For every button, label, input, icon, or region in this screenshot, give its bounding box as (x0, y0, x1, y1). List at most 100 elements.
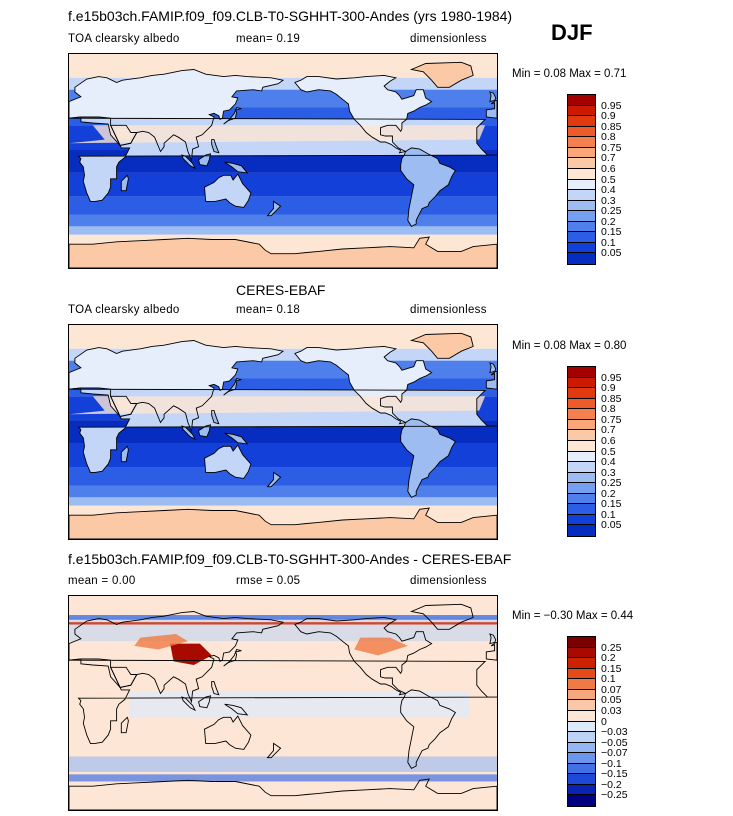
panel1-map-svg (69, 54, 497, 268)
colorbar-swatch (568, 721, 595, 733)
colorbar-tick-label: 0.1 (601, 508, 616, 521)
colorbar-tick-label: 0.15 (601, 226, 622, 239)
colorbar-tick-label: 0.3 (601, 194, 616, 207)
panel3-minmax: Min = −0.30 Max = 0.44 (512, 610, 634, 622)
colorbar-swatch (568, 242, 595, 254)
panel1-minmax: Min = 0.08 Max = 0.71 (512, 68, 627, 80)
colorbar-swatch (568, 525, 595, 536)
colorbar-tick-label: 0.07 (601, 683, 622, 696)
colorbar-swatch (568, 409, 595, 420)
colorbar-tick-label: 0.25 (601, 205, 622, 218)
colorbar-tick-label: −0.03 (601, 726, 628, 739)
colorbar-swatch (568, 367, 595, 378)
colorbar-swatch (568, 753, 595, 764)
panel2-map-svg (69, 325, 497, 539)
colorbar-tick-label: 0 (601, 715, 607, 728)
colorbar-swatch (568, 95, 595, 106)
colorbar-tick-label: 0.05 (601, 694, 622, 707)
colorbar-swatch (568, 668, 595, 680)
colorbar-tick-label: −0.05 (601, 736, 628, 749)
colorbar-tick-label: 0.95 (601, 371, 622, 384)
colorbar-tick-label: 0.85 (601, 392, 622, 405)
colorbar-tick-label: 0.2 (601, 487, 616, 500)
panel1-variable: TOA clearsky albedo (68, 33, 180, 45)
colorbar-swatch (568, 221, 595, 233)
colorbar-swatch (568, 377, 595, 389)
colorbar-tick-label: −0.25 (601, 789, 628, 802)
colorbar-swatch (568, 147, 595, 159)
panel2-minmax: Min = 0.08 Max = 0.80 (512, 340, 627, 352)
colorbar-tick-label: 0.75 (601, 413, 622, 426)
colorbar-swatch (568, 451, 595, 463)
colorbar-swatch (568, 190, 595, 201)
colorbar-tick-label: 0.15 (601, 498, 622, 511)
colorbar-swatch (568, 137, 595, 148)
panel2-units: dimensionless (410, 304, 487, 316)
colorbar-swatch (568, 763, 595, 775)
colorbar-swatch (568, 732, 595, 743)
colorbar-tick-label: 0.1 (601, 673, 616, 686)
colorbar-swatch (568, 472, 595, 484)
colorbar-tick-label: 0.2 (601, 652, 616, 665)
colorbar-swatch (568, 253, 595, 264)
colorbar-tick-label: 0.03 (601, 704, 622, 717)
panel3-map-svg (69, 596, 497, 810)
colorbar-swatch (568, 105, 595, 117)
colorbar-swatch (568, 784, 595, 796)
colorbar-tick-label: 0.7 (601, 152, 616, 165)
panel3-title: f.e15b03ch.FAMIP.f09_f09.CLB-T0-SGHHT-30… (68, 551, 512, 567)
colorbar-tick-label: −0.1 (601, 757, 622, 770)
colorbar-tick-label: 0.1 (601, 236, 616, 249)
panel1-colorbar: 0.95 0.9 0.85 0.8 0.75 0.7 0.6 0.5 0.4 0.3 0.25 0.2… (567, 94, 621, 265)
colorbar-swatch (568, 158, 595, 169)
colorbar-swatch (568, 658, 595, 669)
colorbar-tick-label: 0.9 (601, 382, 616, 395)
panel3-colorbar: 0.25 0.2 0.15 0.1 0.07 0.05 0.03 0 −0.03 −0.05 −0.… (567, 636, 628, 807)
colorbar-swatch (568, 168, 595, 180)
colorbar-tick-label: 0.05 (601, 519, 622, 532)
colorbar-tick-label: 0.05 (601, 247, 622, 260)
panel2-title: CERES-EBAF (236, 282, 326, 298)
panel2-variable: TOA clearsky albedo (68, 304, 180, 316)
colorbar-tick-label: 0.4 (601, 184, 616, 197)
colorbar-tick-label: 0.3 (601, 466, 616, 479)
colorbar-tick-label: 0.15 (601, 662, 622, 675)
colorbar-swatch (568, 504, 595, 515)
panel1-mean: mean= 0.19 (236, 33, 301, 45)
colorbar-tick-label: 0.25 (601, 641, 622, 654)
colorbar-tick-label: 0.5 (601, 173, 616, 186)
colorbar-tick-label: 0.7 (601, 424, 616, 437)
colorbar-swatch (568, 679, 595, 690)
panel2-colorbar: 0.95 0.9 0.85 0.8 0.75 0.7 0.6 0.5 0.4 0.3 0.25 0.2… (567, 366, 621, 537)
colorbar-tick-label: 0.75 (601, 141, 622, 154)
panel2-map (68, 324, 498, 540)
panel1-units: dimensionless (410, 33, 487, 45)
colorbar-swatch (568, 647, 595, 659)
colorbar-swatch (568, 430, 595, 441)
colorbar-tick-label: 0.9 (601, 110, 616, 123)
colorbar-swatch (568, 742, 595, 754)
colorbar-swatch (568, 232, 595, 243)
colorbar-tick-label: 0.8 (601, 403, 616, 416)
panel3-rmse: rmse = 0.05 (236, 575, 301, 587)
colorbar-swatch (568, 774, 595, 785)
figure-title: f.e15b03ch.FAMIP.f09_f09.CLB-T0-SGHHT-30… (68, 8, 513, 24)
colorbar-swatch (568, 116, 595, 127)
colorbar-swatch (568, 462, 595, 473)
panel1-map (68, 53, 498, 269)
colorbar-swatch (568, 419, 595, 431)
colorbar-swatch (568, 483, 595, 494)
panel2-mean: mean= 0.18 (236, 304, 301, 316)
colorbar-tick-label: 0.6 (601, 162, 616, 175)
colorbar-swatch (568, 493, 595, 505)
colorbar-tick-label: −0.15 (601, 768, 628, 781)
colorbar-tick-label: 0.25 (601, 477, 622, 490)
colorbar-tick-label: 0.5 (601, 445, 616, 458)
colorbar-swatch (568, 388, 595, 399)
colorbar-tick-label: 0.2 (601, 215, 616, 228)
colorbar-swatch (568, 398, 595, 410)
colorbar-swatch (568, 795, 595, 806)
colorbar-swatch (568, 710, 595, 722)
colorbar-tick-label: 0.6 (601, 434, 616, 447)
colorbar-swatch (568, 440, 595, 452)
